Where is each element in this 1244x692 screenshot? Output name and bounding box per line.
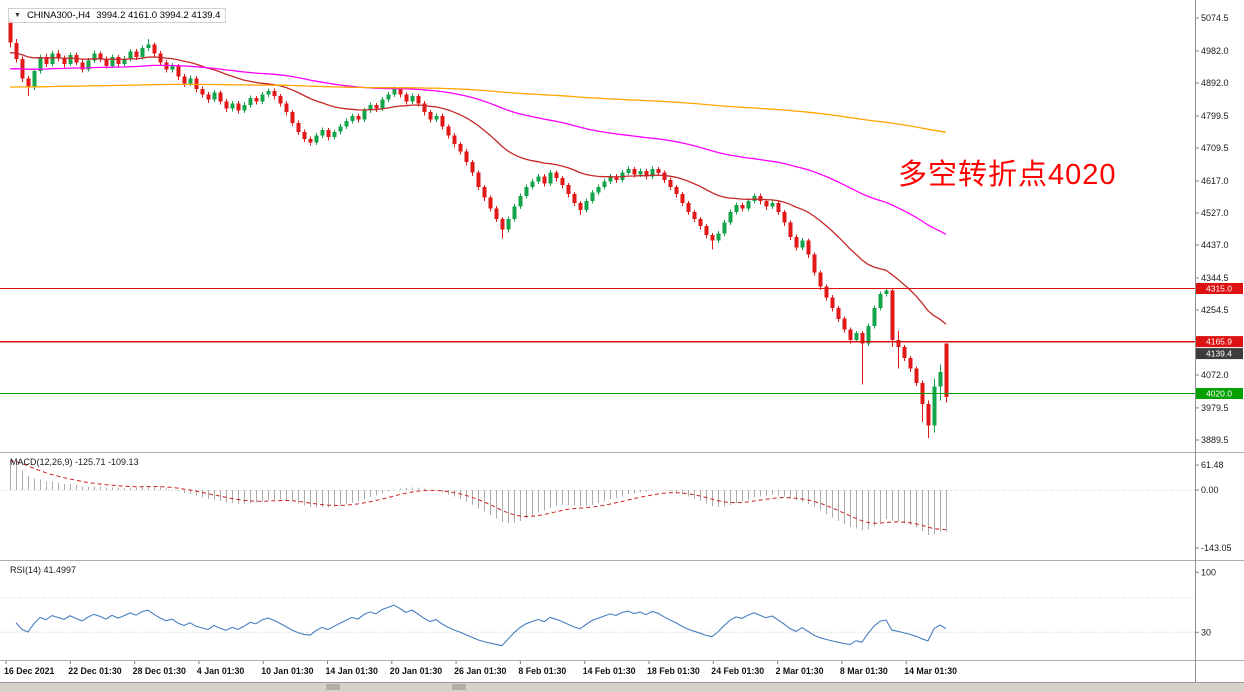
candlestick-series: [8, 18, 949, 438]
time-axis-label: 10 Jan 01:30: [261, 666, 313, 676]
svg-text:4892.0: 4892.0: [1201, 78, 1229, 88]
svg-text:4254.5: 4254.5: [1201, 305, 1229, 315]
svg-text:4020.0: 4020.0: [1206, 389, 1232, 399]
svg-text:5074.5: 5074.5: [1201, 13, 1229, 23]
time-axis-label: 14 Jan 01:30: [326, 666, 378, 676]
svg-text:4344.5: 4344.5: [1201, 273, 1229, 283]
price-level-label: [1196, 388, 1243, 399]
svg-text:4072.0: 4072.0: [1201, 370, 1229, 380]
chart-title-bar: ▼ CHINA300-,H4 3994.2 4161.0 3994.2 4139…: [8, 8, 227, 23]
svg-text:4527.0: 4527.0: [1201, 208, 1229, 218]
macd-indicator-label: MACD(12,26,9) -125.71 -109.13: [10, 457, 139, 467]
ma-line-medium-magenta: [9, 64, 947, 235]
price-level-label: [1196, 283, 1243, 294]
svg-text:4165.9: 4165.9: [1206, 337, 1232, 347]
scrollbar-thumb[interactable]: [452, 684, 466, 690]
svg-text:4799.5: 4799.5: [1201, 111, 1229, 121]
time-axis-label: 16 Dec 2021: [4, 666, 54, 676]
svg-text:4709.5: 4709.5: [1201, 143, 1229, 153]
time-axis-label: 24 Feb 01:30: [711, 666, 764, 676]
scrollbar-thumb[interactable]: [326, 684, 340, 690]
svg-text:61.48: 61.48: [1201, 460, 1224, 470]
svg-text:3889.5: 3889.5: [1201, 435, 1229, 445]
time-axis-label: 4 Jan 01:30: [197, 666, 245, 676]
price-level-label: [1196, 336, 1243, 348]
svg-text:4617.0: 4617.0: [1201, 176, 1229, 186]
svg-text:4437.0: 4437.0: [1201, 240, 1229, 250]
rsi-indicator-label: RSI(14) 41.4997: [10, 565, 77, 575]
svg-text:-143.05: -143.05: [1201, 543, 1232, 553]
time-axis-label: 22 Dec 01:30: [68, 666, 121, 676]
svg-text:3979.5: 3979.5: [1201, 403, 1229, 413]
time-axis-label: 8 Mar 01:30: [840, 666, 888, 676]
macd-histogram: [10, 460, 947, 536]
svg-text:100: 100: [1201, 567, 1216, 577]
time-axis-label: 8 Feb 01:30: [518, 666, 566, 676]
time-axis-label: 2 Mar 01:30: [776, 666, 824, 676]
price-level-label: [1196, 348, 1243, 360]
time-axis-label: 26 Jan 01:30: [454, 666, 506, 676]
symbol-dropdown-icon[interactable]: ▼: [14, 12, 21, 19]
rsi-line: [15, 604, 947, 647]
time-axis-label: 14 Feb 01:30: [583, 666, 636, 676]
svg-text:0.00: 0.00: [1201, 485, 1219, 495]
time-axis-label: 28 Dec 01:30: [133, 666, 186, 676]
window-bottom-strip: [0, 682, 1244, 692]
annotation-text: 多空转折点4020: [898, 159, 1117, 191]
macd-signal-line: [9, 460, 947, 531]
svg-text:30: 30: [1201, 627, 1211, 637]
time-axis-label: 14 Mar 01:30: [904, 666, 957, 676]
svg-text:4982.0: 4982.0: [1201, 46, 1229, 56]
ma-line-fast-red: [9, 52, 947, 325]
time-axis-label: 20 Jan 01:30: [390, 666, 442, 676]
time-axis-label: 18 Feb 01:30: [647, 666, 700, 676]
symbol-timeframe-label: CHINA300-,H4: [26, 10, 91, 21]
ohlc-readout: 3994.2 4161.0 3994.2 4139.4: [96, 10, 221, 21]
svg-text:4315.0: 4315.0: [1206, 284, 1232, 294]
ma-line-slow-orange: [9, 83, 947, 133]
svg-text:4139.4: 4139.4: [1206, 349, 1232, 359]
